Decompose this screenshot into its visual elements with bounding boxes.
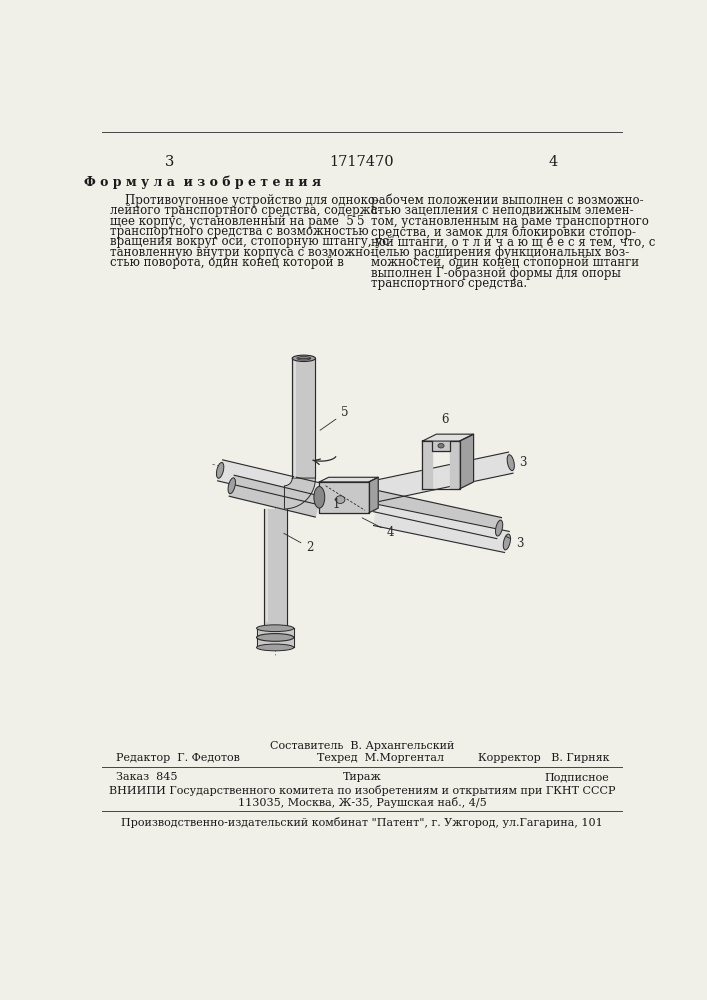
- Text: рабочем положении выполнен с возможно-: рабочем положении выполнен с возможно-: [371, 194, 644, 207]
- Polygon shape: [373, 491, 501, 539]
- Text: Составитель  В. Архангельский: Составитель В. Архангельский: [270, 741, 454, 751]
- Text: 1717470: 1717470: [329, 155, 395, 169]
- Text: 3: 3: [506, 536, 524, 550]
- Text: Противоугонное устройство для одноко-: Противоугонное устройство для одноко-: [110, 194, 379, 207]
- Text: 4: 4: [549, 155, 558, 169]
- Ellipse shape: [336, 496, 345, 503]
- Text: ВНИИПИ Государственного комитета по изобретениям и открытиям при ГКНТ СССР: ВНИИПИ Государственного комитета по изоб…: [109, 785, 615, 796]
- Text: 3: 3: [165, 155, 175, 169]
- Polygon shape: [284, 478, 315, 509]
- Text: Техред  М.Моргентал: Техред М.Моргентал: [317, 753, 444, 763]
- Ellipse shape: [503, 534, 510, 550]
- Text: вращения вокруг оси, стопорную штангу, ус-: вращения вокруг оси, стопорную штангу, у…: [110, 235, 393, 248]
- Polygon shape: [450, 441, 460, 489]
- Text: стью зацепления с неподвижным элемен-: стью зацепления с неподвижным элемен-: [371, 204, 634, 217]
- Text: стью поворота, один конец которой в: стью поворота, один конец которой в: [110, 256, 344, 269]
- Ellipse shape: [438, 443, 444, 448]
- Polygon shape: [320, 482, 369, 513]
- Text: средства, и замок для блокировки стопор-: средства, и замок для блокировки стопор-: [371, 225, 636, 239]
- Ellipse shape: [496, 520, 503, 536]
- Ellipse shape: [257, 625, 293, 632]
- Text: щее корпус, установленный на раме  5: щее корпус, установленный на раме 5: [110, 215, 354, 228]
- Ellipse shape: [257, 644, 293, 651]
- Text: 3: 3: [519, 456, 526, 469]
- Polygon shape: [460, 434, 474, 489]
- Ellipse shape: [507, 455, 515, 471]
- Text: том, установленным на раме транспортного: том, установленным на раме транспортного: [371, 215, 649, 228]
- Text: тановленную внутри корпуса с возможно-: тановленную внутри корпуса с возможно-: [110, 246, 374, 259]
- Text: 6: 6: [441, 413, 449, 426]
- Text: выполнен Г-образной формы для опоры: выполнен Г-образной формы для опоры: [371, 267, 621, 280]
- Text: целью расширения функциональных воз-: целью расширения функциональных воз-: [371, 246, 629, 259]
- Ellipse shape: [228, 478, 235, 494]
- Text: 1: 1: [333, 498, 340, 512]
- Ellipse shape: [314, 487, 325, 508]
- Text: Корректор   В. Гирняк: Корректор В. Гирняк: [478, 753, 609, 763]
- Text: транспортного средства.: транспортного средства.: [371, 277, 527, 290]
- Polygon shape: [422, 434, 474, 441]
- Polygon shape: [257, 628, 293, 647]
- Text: Подписное: Подписное: [544, 772, 609, 782]
- Text: 5: 5: [320, 406, 349, 430]
- Text: лейного транспортного средства, содержа-: лейного транспортного средства, содержа-: [110, 204, 382, 217]
- Ellipse shape: [257, 634, 293, 641]
- Text: Производственно-издательский комбинат "Патент", г. Ужгород, ул.Гагарина, 101: Производственно-издательский комбинат "П…: [121, 817, 603, 828]
- Polygon shape: [229, 475, 320, 517]
- Polygon shape: [218, 460, 320, 504]
- Ellipse shape: [216, 462, 224, 478]
- Polygon shape: [422, 441, 460, 451]
- Ellipse shape: [292, 355, 315, 361]
- Text: Редактор  Г. Федотов: Редактор Г. Федотов: [115, 753, 240, 763]
- Polygon shape: [320, 477, 378, 482]
- Text: 2: 2: [284, 533, 313, 554]
- Polygon shape: [373, 504, 509, 552]
- Polygon shape: [373, 452, 513, 502]
- Polygon shape: [264, 509, 287, 628]
- Ellipse shape: [297, 357, 311, 360]
- Text: Заказ  845: Заказ 845: [115, 772, 177, 782]
- Polygon shape: [369, 477, 378, 513]
- Text: Ф о р м у л а  и з о б р е т е н и я: Ф о р м у л а и з о б р е т е н и я: [83, 175, 321, 189]
- Text: 5: 5: [358, 215, 365, 228]
- Text: можностей, один конец стопорной штанги: можностей, один конец стопорной штанги: [371, 256, 639, 269]
- Text: транспортного средства с возможностью: транспортного средства с возможностью: [110, 225, 368, 238]
- Text: Тираж: Тираж: [343, 772, 381, 782]
- Text: 113035, Москва, Ж-35, Раушская наб., 4/5: 113035, Москва, Ж-35, Раушская наб., 4/5: [238, 797, 486, 808]
- Text: 4: 4: [362, 518, 395, 539]
- Polygon shape: [292, 358, 315, 478]
- Polygon shape: [422, 441, 433, 489]
- Text: ной штанги, о т л и ч а ю щ е е с я тем, что, с: ной штанги, о т л и ч а ю щ е е с я тем,…: [371, 235, 655, 248]
